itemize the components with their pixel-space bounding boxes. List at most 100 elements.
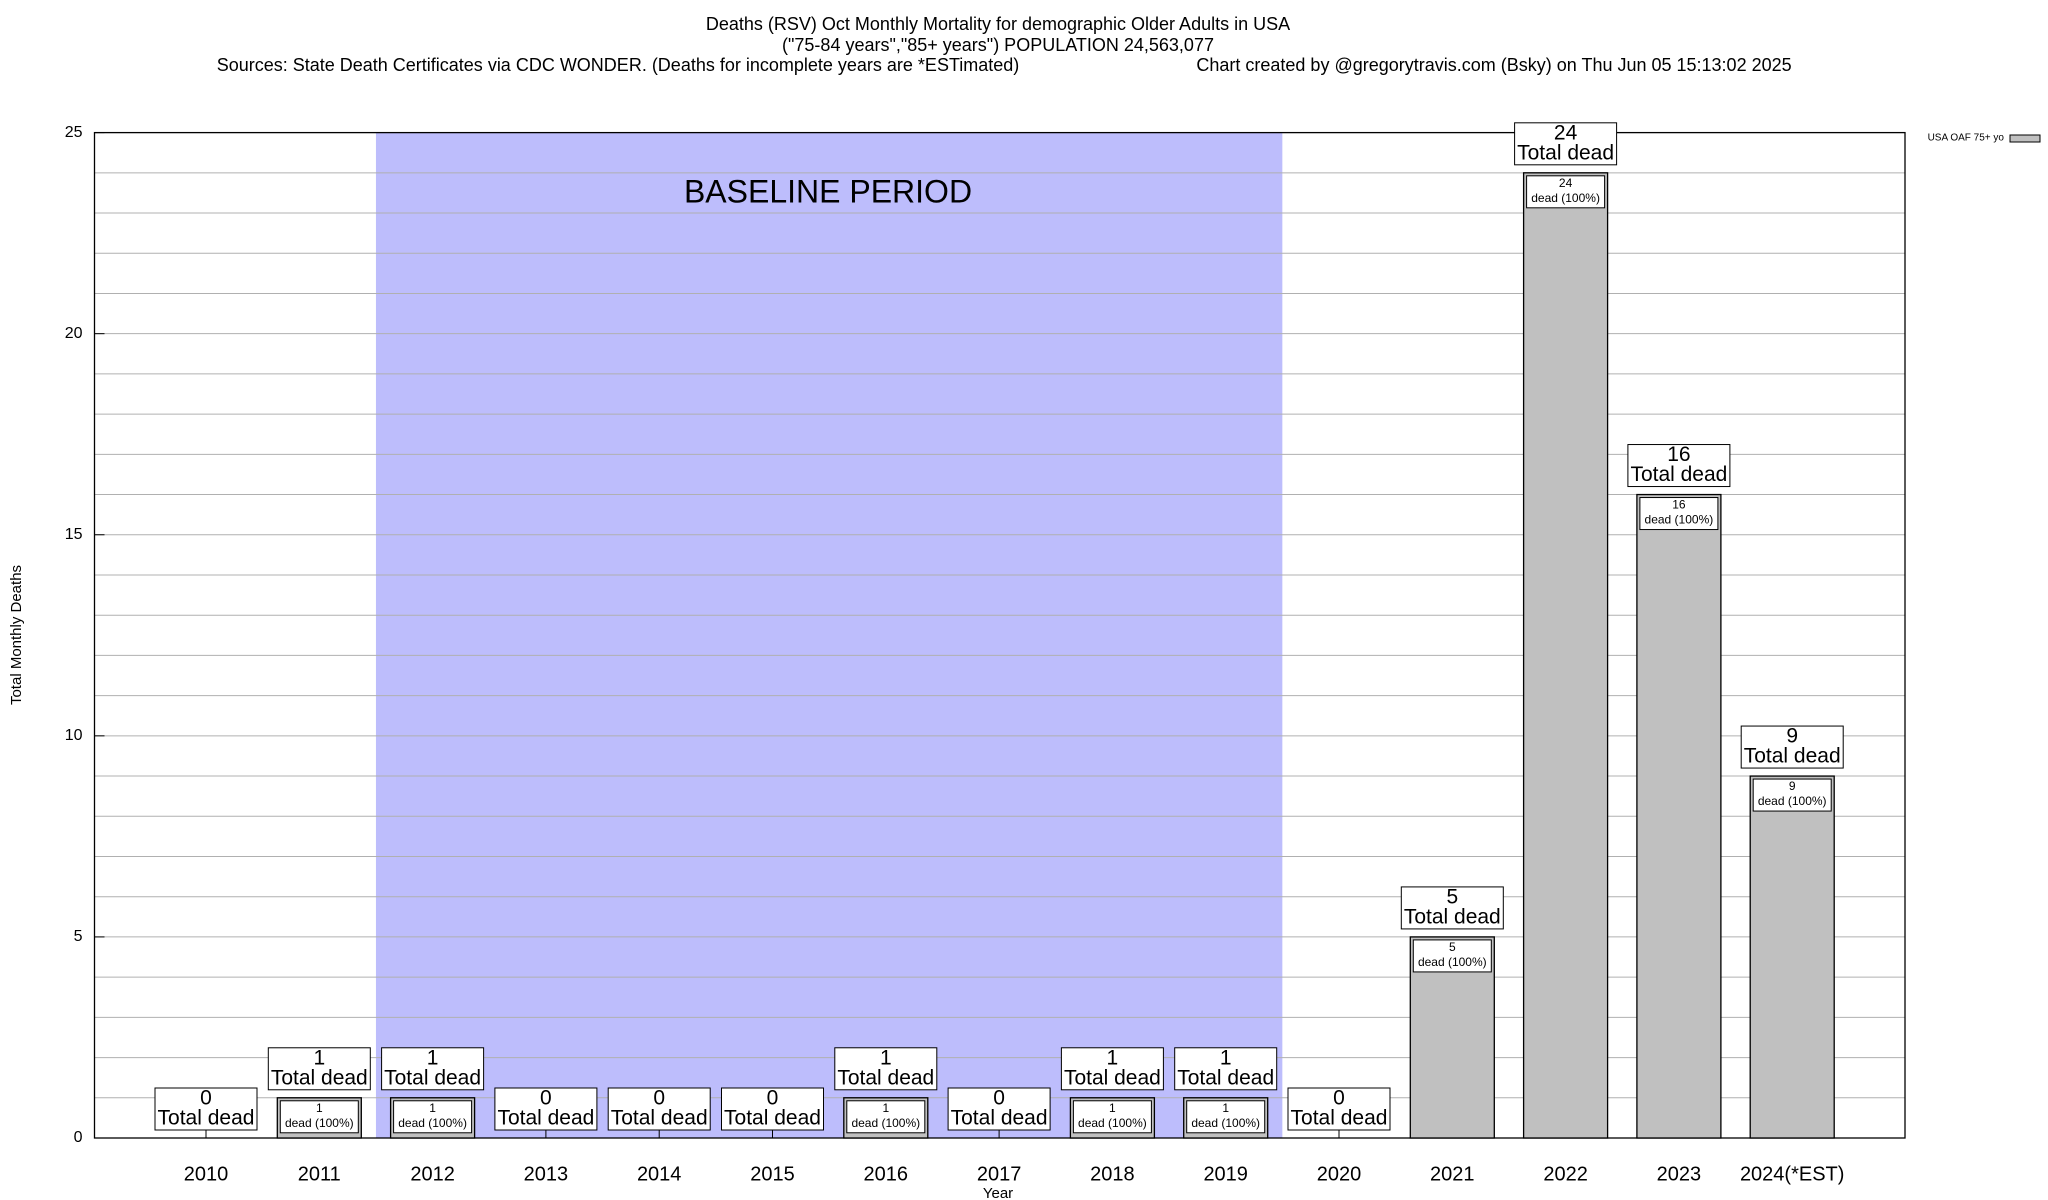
total-text-label: Total dead: [1517, 141, 1614, 164]
total-text-label: Total dead: [1177, 1066, 1274, 1089]
total-value-label: 5: [1446, 885, 1458, 908]
total-value-label: 0: [540, 1087, 552, 1110]
y-tick-label: 20: [65, 325, 83, 342]
x-tick-label: 2017: [977, 1163, 1022, 1185]
inner-share-label: dead (100%): [1191, 1116, 1260, 1130]
total-label-box: [154, 1087, 258, 1131]
total-value-label: 0: [200, 1087, 212, 1110]
inner-label-box: [1526, 175, 1606, 209]
x-tick-label: 2012: [410, 1163, 455, 1185]
total-value-label: 1: [427, 1046, 439, 1069]
total-text-label: Total dead: [724, 1107, 821, 1130]
total-text-label: Total dead: [497, 1107, 594, 1130]
total-label-box: [1627, 444, 1731, 488]
inner-share-label: dead (100%): [1078, 1116, 1147, 1130]
bar: [1522, 172, 1609, 1139]
baseline-shade: [375, 132, 1283, 1139]
x-tick-label: 2011: [298, 1163, 341, 1185]
x-tick-label: 2024(*EST): [1740, 1163, 1845, 1185]
total-label-box: [834, 1047, 938, 1091]
y-tick-label: 25: [65, 124, 83, 141]
total-value-label: 9: [1786, 725, 1798, 748]
x-tick-label: 2020: [1317, 1163, 1362, 1185]
inner-label-box: [1186, 1100, 1266, 1134]
x-tick-label: 2013: [524, 1163, 569, 1185]
x-tick-label: 2022: [1543, 1163, 1588, 1185]
inner-value-label: 1: [1109, 1101, 1116, 1115]
y-tick-label: 0: [74, 1129, 83, 1146]
x-tick-label: 2021: [1430, 1163, 1475, 1185]
credit: Chart created by @gregorytravis.com (Bsk…: [1196, 55, 1791, 75]
plot-frame: [93, 131, 1906, 1139]
x-tick-label: 2015: [750, 1163, 795, 1185]
inner-share-label: dead (100%): [1531, 191, 1600, 205]
total-text-label: Total dead: [837, 1066, 934, 1089]
inner-label-box: [393, 1100, 473, 1134]
total-label-box: [607, 1087, 711, 1131]
x-tick-label: 2010: [184, 1163, 229, 1185]
total-value-label: 0: [767, 1087, 779, 1110]
total-text-label: Total dead: [1630, 463, 1727, 486]
total-label-box: [721, 1087, 824, 1131]
inner-value-label: 24: [1559, 176, 1573, 190]
y-axis-label: Total Monthly Deaths: [8, 565, 25, 705]
total-text-label: Total dead: [271, 1066, 368, 1089]
inner-share-label: dead (100%): [1418, 955, 1487, 969]
total-text-label: Total dead: [1744, 745, 1841, 768]
x-tick-label: 2019: [1203, 1163, 1248, 1185]
total-label-box: [1060, 1047, 1164, 1091]
x-tick-label: 2016: [864, 1163, 909, 1185]
total-text-label: Total dead: [1064, 1066, 1161, 1089]
total-label-box: [1740, 725, 1844, 769]
legend-label: USA OAF 75+ yo: [1928, 133, 2005, 144]
inner-value-label: 9: [1789, 779, 1796, 793]
total-label-box: [947, 1087, 1051, 1131]
total-value-label: 24: [1554, 121, 1578, 144]
total-label-box: [1400, 886, 1504, 930]
inner-label-box: [1412, 939, 1492, 973]
y-tick-label: 5: [74, 928, 83, 945]
inner-label-box: [1639, 497, 1719, 531]
total-label-box: [494, 1087, 598, 1131]
total-value-label: 1: [1220, 1046, 1232, 1069]
total-text-label: Total dead: [951, 1107, 1048, 1130]
inner-value-label: 1: [316, 1101, 323, 1115]
y-tick-label: 15: [65, 526, 83, 543]
total-value-label: 1: [313, 1046, 325, 1069]
inner-label-box: [279, 1100, 359, 1134]
inner-value-label: 16: [1672, 498, 1686, 512]
total-label-box: [381, 1047, 485, 1091]
total-text-label: Total dead: [611, 1107, 708, 1130]
inner-share-label: dead (100%): [1758, 794, 1827, 808]
total-label-box: [1514, 122, 1618, 166]
inner-value-label: 1: [429, 1101, 436, 1115]
total-value-label: 1: [880, 1046, 892, 1069]
inner-label-box: [1752, 778, 1832, 812]
inner-value-label: 1: [1222, 1101, 1229, 1115]
total-label-box: [1174, 1047, 1278, 1091]
inner-share-label: dead (100%): [398, 1116, 467, 1130]
x-tick-label: 2018: [1090, 1163, 1135, 1185]
total-label-box: [267, 1047, 371, 1091]
total-value-label: 1: [1107, 1046, 1119, 1069]
total-value-label: 0: [653, 1087, 665, 1110]
inner-label-box: [1072, 1100, 1152, 1134]
x-tick-label: 2023: [1657, 1163, 1702, 1185]
total-text-label: Total dead: [384, 1066, 481, 1089]
inner-value-label: 5: [1449, 940, 1456, 954]
total-value-label: 0: [1333, 1087, 1345, 1110]
inner-value-label: 1: [882, 1101, 889, 1115]
chart-subtitle: ("75-84 years","85+ years") POPULATION 2…: [782, 35, 1214, 55]
annotation: BASELINE PERIOD: [684, 173, 972, 209]
total-text-label: Total dead: [1291, 1107, 1388, 1130]
sources: Sources: State Death Certificates via CD…: [217, 55, 1020, 75]
total-value-label: 0: [993, 1087, 1005, 1110]
inner-share-label: dead (100%): [1645, 513, 1714, 527]
total-value-label: 16: [1667, 443, 1690, 466]
total-label-box: [1287, 1087, 1391, 1131]
bar: [1636, 493, 1722, 1139]
inner-share-label: dead (100%): [851, 1116, 920, 1130]
inner-share-label: dead (100%): [285, 1116, 354, 1130]
chart-title: Deaths (RSV) Oct Monthly Mortality for d…: [706, 14, 1290, 34]
